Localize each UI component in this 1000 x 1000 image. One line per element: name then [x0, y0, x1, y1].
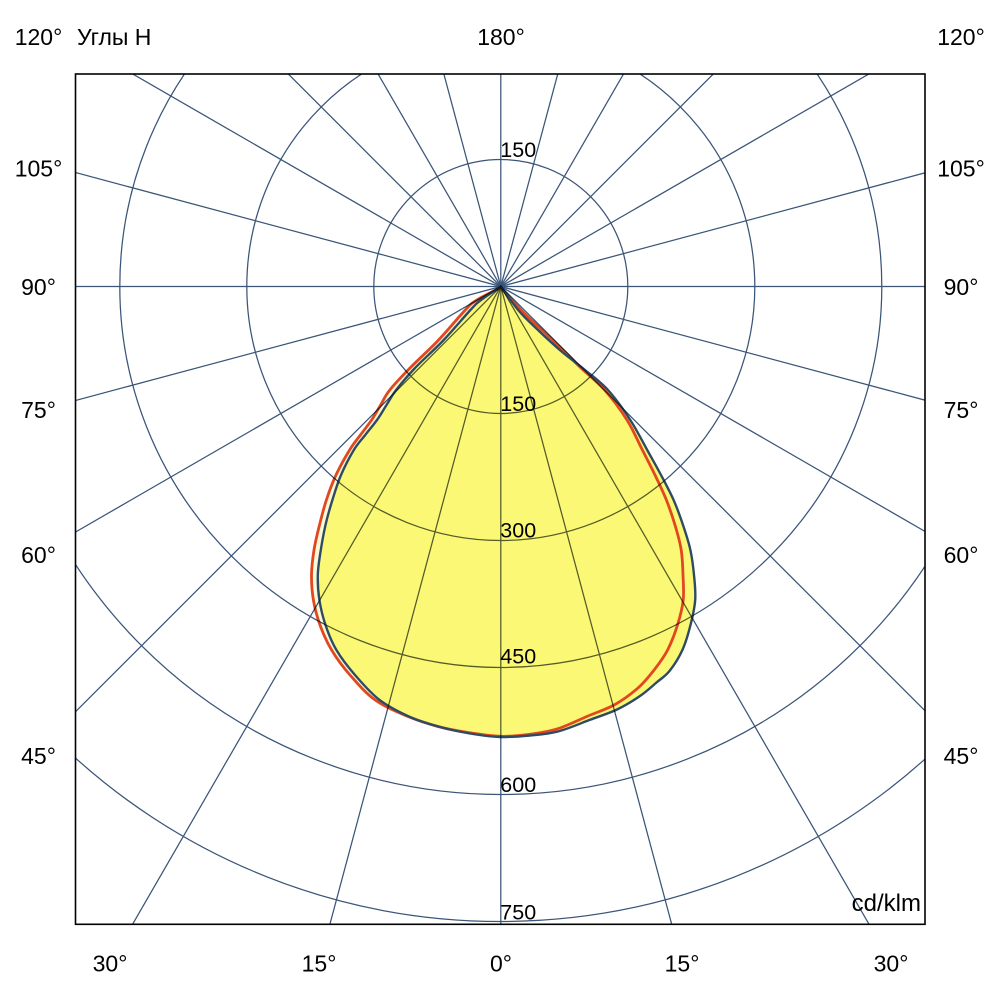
svg-text:450: 450	[500, 645, 536, 669]
svg-text:0°: 0°	[490, 951, 512, 977]
svg-text:120°: 120°	[937, 24, 985, 50]
svg-text:30°: 30°	[93, 951, 128, 977]
svg-text:45°: 45°	[944, 743, 979, 769]
svg-text:150: 150	[500, 392, 536, 416]
svg-text:105°: 105°	[15, 156, 63, 182]
svg-text:120°: 120°	[15, 24, 63, 50]
svg-text:300: 300	[500, 519, 536, 543]
svg-text:15°: 15°	[665, 951, 700, 977]
svg-text:45°: 45°	[21, 743, 56, 769]
svg-text:15°: 15°	[302, 951, 337, 977]
svg-text:180°: 180°	[477, 24, 525, 50]
svg-text:600: 600	[500, 773, 536, 797]
svg-text:750: 750	[500, 901, 536, 925]
svg-text:60°: 60°	[944, 542, 979, 568]
svg-text:90°: 90°	[21, 274, 56, 300]
svg-text:60°: 60°	[21, 542, 56, 568]
svg-text:150: 150	[500, 138, 536, 162]
svg-text:30°: 30°	[874, 951, 909, 977]
svg-text:75°: 75°	[21, 397, 56, 423]
svg-text:90°: 90°	[944, 274, 979, 300]
svg-text:cd/klm: cd/klm	[852, 890, 921, 917]
svg-text:Углы H: Углы H	[77, 24, 151, 50]
svg-text:75°: 75°	[944, 397, 979, 423]
svg-text:105°: 105°	[937, 156, 985, 182]
